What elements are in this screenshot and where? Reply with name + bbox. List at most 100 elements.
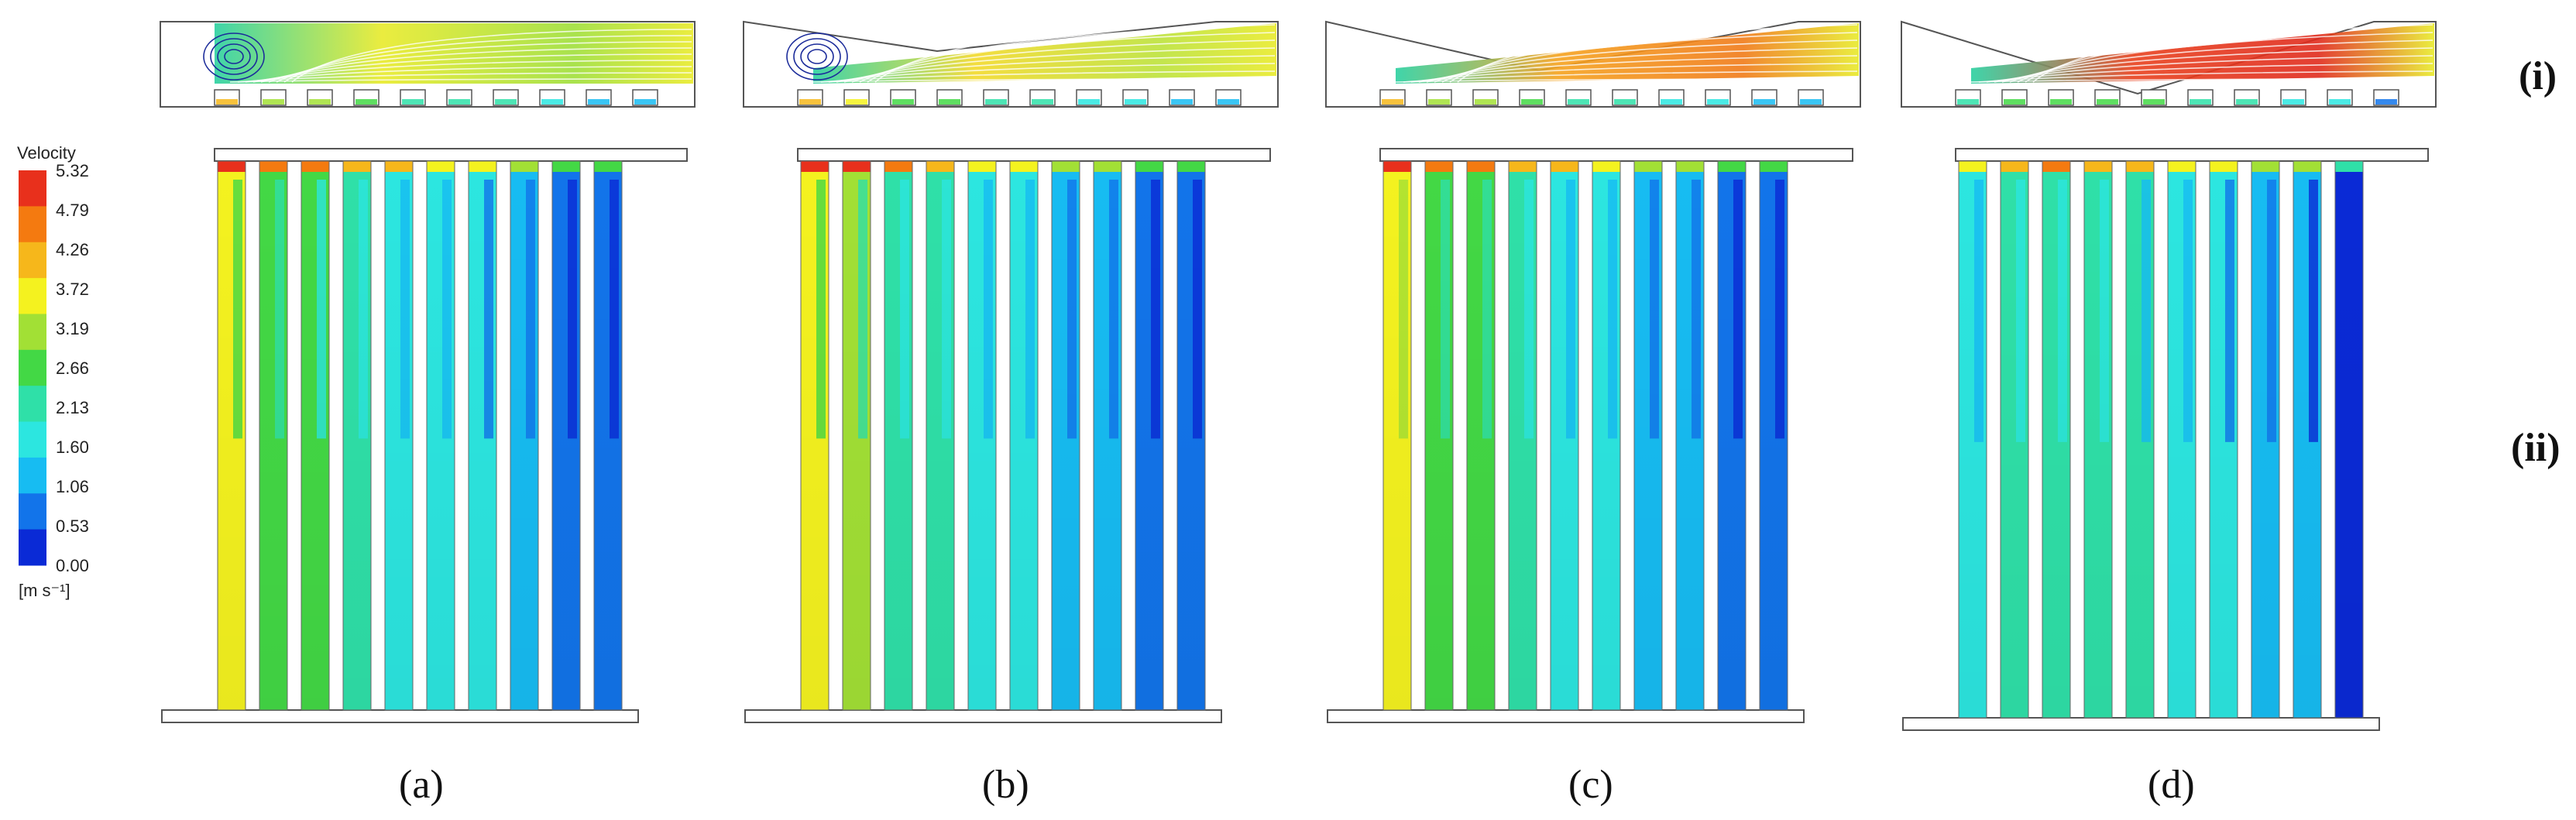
- channel-inlet-flow: [2236, 99, 2258, 105]
- colorbar-swatch: [19, 278, 46, 314]
- panel-d: [1901, 16, 2437, 731]
- panel-label-a: (a): [399, 763, 444, 807]
- flow-channel: [1466, 160, 1496, 711]
- channel-inlet-flow: [892, 99, 914, 105]
- channel-outline: [468, 160, 497, 711]
- flow-channel: [1759, 160, 1788, 711]
- header-flow-field: [1971, 23, 2434, 84]
- flow-channel: [1592, 160, 1621, 711]
- channel-inlet-flow: [2004, 99, 2025, 105]
- channel-outline: [384, 160, 414, 711]
- channel-outline: [1958, 160, 1987, 719]
- channel-shading: [1959, 161, 1987, 718]
- flow-channel: [926, 160, 955, 711]
- channel-inlet-flow: [799, 99, 821, 105]
- colorbar-swatch: [19, 386, 46, 423]
- channel-outline: [1508, 160, 1537, 711]
- channel-shading: [1676, 161, 1704, 710]
- channel-shading: [218, 161, 246, 710]
- streamline: [1395, 78, 1858, 83]
- channel-inlet-flow: [263, 99, 284, 105]
- colorbar-tick-label: 2.66: [56, 359, 89, 378]
- channel-shading: [1551, 161, 1578, 710]
- channel-shading: [968, 161, 996, 710]
- flow-channel: [1135, 160, 1164, 711]
- flow-channel: [2167, 160, 2196, 719]
- bottom-header-bar: [161, 709, 639, 723]
- channel-inlet-flow: [1428, 99, 1450, 105]
- streamline: [229, 78, 692, 83]
- vortex-streamline: [807, 49, 827, 64]
- channel-outline: [301, 160, 330, 711]
- channel-shading: [1383, 161, 1411, 710]
- channel-inlet-flow: [309, 99, 331, 105]
- channel-shading: [510, 161, 538, 710]
- flow-channel: [1550, 160, 1579, 711]
- top-header-bar: [1955, 148, 2429, 162]
- flow-channel: [426, 160, 455, 711]
- streamline: [1449, 24, 1858, 83]
- channel-outline: [2251, 160, 2280, 719]
- channel-outline: [1424, 160, 1454, 711]
- flow-channel: [842, 160, 871, 711]
- flow-channel: [510, 160, 539, 711]
- flow-channel: [342, 160, 372, 711]
- streamline: [1457, 16, 1858, 83]
- flow-channel: [301, 160, 330, 711]
- colorbar-tick-label: 2.13: [56, 398, 89, 417]
- flow-channel: [2125, 160, 2155, 719]
- flow-channel: [1633, 160, 1663, 711]
- vortex-streamline: [793, 38, 841, 75]
- flow-channel: [468, 160, 497, 711]
- channel-shading: [469, 161, 496, 710]
- channel-inlet-flow: [1568, 99, 1589, 105]
- channel-shading: [926, 161, 954, 710]
- panel-b: [743, 16, 1279, 723]
- channel-inlet-flow: [1661, 99, 1682, 105]
- vortex-streamline: [210, 38, 258, 75]
- colorbar-tick-label: 5.32: [56, 161, 89, 180]
- channel-shading: [427, 161, 455, 710]
- colorbar-swatches: [19, 170, 46, 566]
- channel-inlet-flow: [588, 99, 610, 105]
- streamline: [283, 35, 692, 83]
- channel-outline: [1675, 160, 1705, 711]
- vortex-streamline: [203, 33, 265, 81]
- streamline: [874, 16, 1276, 83]
- channel-outline: [510, 160, 539, 711]
- flow-channel: [967, 160, 997, 711]
- channel-shading: [2335, 161, 2363, 718]
- channel-contour-view: [1902, 148, 2429, 731]
- channel-shading: [1509, 161, 1537, 710]
- channel-shading: [2293, 161, 2321, 718]
- top-header-bar: [797, 148, 1271, 162]
- channel-shading: [2042, 161, 2070, 718]
- header-outline: [160, 21, 696, 108]
- colorbar-swatch: [19, 314, 46, 351]
- panel-label-b: (b): [982, 763, 1029, 807]
- flow-channel: [551, 160, 581, 711]
- flow-channel: [2000, 160, 2029, 719]
- flow-channel: [1424, 160, 1454, 711]
- channel-shading: [2210, 161, 2238, 718]
- flow-channel: [1508, 160, 1537, 711]
- channel-outline: [2083, 160, 2113, 719]
- channel-inlet-flow: [1800, 99, 1822, 105]
- colorbar-tick-label: 3.72: [56, 280, 89, 299]
- channel-outline: [1466, 160, 1496, 711]
- flow-channel: [1958, 160, 1987, 719]
- vortex-streamline: [786, 33, 848, 81]
- channel-outline: [2042, 160, 2071, 719]
- channel-shading: [2126, 161, 2154, 718]
- channel-shading: [1425, 161, 1453, 710]
- channel-outline: [2293, 160, 2322, 719]
- channel-contour-view: [1327, 148, 1853, 723]
- channel-shading: [801, 161, 829, 710]
- channel-outline: [593, 160, 623, 711]
- colorbar-tick-label: 4.26: [56, 240, 89, 259]
- channel-contour-view: [744, 148, 1271, 723]
- bottom-header-bar: [1902, 717, 2380, 731]
- channel-inlet-flow: [495, 99, 517, 105]
- channel-outline: [2209, 160, 2238, 719]
